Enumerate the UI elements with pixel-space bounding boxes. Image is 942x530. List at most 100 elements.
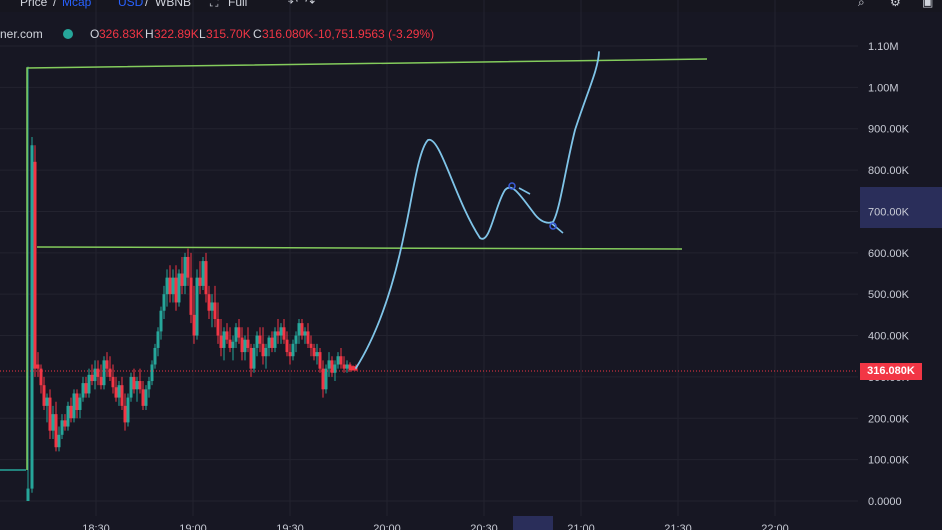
candle-body [153, 347, 157, 365]
candle-body [264, 347, 268, 357]
y-tick-label: 700.00K [868, 206, 910, 218]
candle-body [48, 397, 52, 431]
candle-body [345, 364, 349, 369]
candle-body [243, 339, 247, 353]
candle-body [351, 366, 355, 371]
candle-body [162, 294, 166, 311]
gear-icon[interactable]: ⚙ [890, 0, 901, 9]
candle-body [96, 368, 100, 377]
candle-body [273, 331, 277, 348]
candle-body [75, 393, 79, 410]
chart-grid [0, 0, 858, 516]
candle-body [147, 381, 151, 390]
x-tick-label: 22:00 [761, 523, 789, 530]
x-tick-label: 21:00 [567, 523, 595, 530]
x-tick-label: 19:00 [179, 523, 207, 530]
current-price-badge: 316.080K [860, 363, 922, 380]
price-axis: 0.0000100.00K200.00K300.00K400.00K500.00… [868, 41, 910, 508]
candle-body [177, 273, 181, 303]
candle-body [141, 389, 145, 406]
candle-body [93, 368, 97, 382]
candle-body [222, 331, 226, 348]
candle-body [348, 364, 352, 371]
high-label: H [145, 27, 154, 41]
y-tick-label: 1.10M [868, 41, 899, 53]
candle-body [261, 343, 265, 357]
candle-body [81, 383, 85, 398]
redo-icon[interactable]: ↷ [305, 0, 316, 9]
candle-body [234, 327, 238, 342]
search-icon[interactable]: ⌕ [858, 0, 865, 9]
low-value: 315.70K [206, 27, 251, 41]
y-tick-label: 600.00K [868, 248, 910, 260]
candle-body [138, 381, 142, 390]
price-toggle[interactable]: Price [20, 0, 48, 9]
wbnb-toggle[interactable]: WBNB [155, 0, 191, 9]
projection-path-drawing[interactable] [355, 51, 600, 369]
candle-body [168, 277, 172, 295]
candle-body [132, 376, 136, 390]
candle-body [135, 381, 139, 390]
candle-body [192, 314, 196, 336]
candle-body [171, 277, 175, 295]
y-axis-highlight [860, 187, 942, 228]
candle-body [300, 323, 304, 336]
candle-body [30, 145, 34, 489]
candle-body [78, 397, 82, 410]
candle-body [165, 277, 169, 295]
low-label: L [199, 27, 206, 41]
candle-body [39, 368, 43, 386]
candle-body [174, 277, 178, 303]
candle-body [318, 352, 322, 369]
candle-body [129, 376, 133, 398]
candle-body [321, 368, 325, 390]
candle-body [312, 347, 316, 357]
candle-body [198, 277, 202, 286]
candle-body [201, 261, 205, 286]
trend-line-drawing[interactable] [26, 58, 708, 470]
fullscreen-icon[interactable]: ⛶ [210, 0, 219, 9]
candle-body [306, 331, 310, 344]
candle-body [204, 261, 208, 295]
full-toggle[interactable]: Full [228, 0, 248, 9]
candle-body [159, 310, 163, 332]
support-line-drawing[interactable] [36, 246, 683, 250]
usd-toggle[interactable]: USD [118, 0, 144, 9]
candle-body [57, 434, 61, 448]
candle-body [270, 337, 274, 348]
candle-body [282, 327, 286, 340]
candle-body [195, 277, 199, 336]
camera-icon[interactable]: ▣ [922, 0, 934, 9]
candle-body [231, 341, 235, 348]
candle-body [144, 389, 148, 406]
candle-body [336, 356, 340, 365]
candle-body [126, 397, 130, 423]
candle-body [315, 352, 319, 357]
candle-body [297, 323, 301, 336]
open-label: O [90, 27, 100, 41]
undo-icon[interactable]: ↶ [288, 0, 299, 9]
y-tick-label: 1.00M [868, 82, 899, 94]
y-tick-label: 900.00K [868, 124, 910, 136]
candle-body [36, 364, 40, 369]
time-axis: 18:30 19:00 19:30 20:00 20:30 21:00 21:30 22:00 [82, 523, 789, 530]
candle-body [294, 335, 298, 344]
candle-body [51, 414, 55, 431]
y-tick-label: 400.00K [868, 331, 910, 343]
candle-body [216, 319, 220, 336]
drawing-handle-icon[interactable] [508, 182, 516, 190]
candle-body [123, 405, 127, 423]
candle-body [246, 339, 250, 348]
candle-body [213, 302, 217, 319]
candle-body [330, 360, 334, 373]
drawing-handle-icon[interactable] [549, 222, 557, 230]
candle-body [339, 356, 343, 365]
y-tick-label: 800.00K [868, 165, 910, 177]
mcap-toggle[interactable]: Mcap [62, 0, 92, 9]
candlestick-series [0, 66, 358, 501]
candle-body [54, 414, 58, 448]
y-tick-label: 500.00K [868, 289, 910, 301]
candle-body [186, 256, 190, 278]
candle-body [114, 387, 118, 398]
